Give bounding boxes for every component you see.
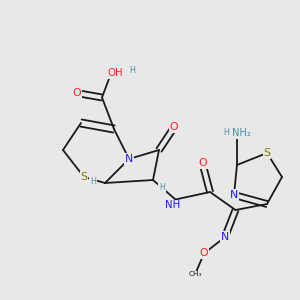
Text: O: O [198, 158, 207, 169]
Text: NH: NH [165, 200, 180, 211]
Text: H: H [159, 183, 165, 192]
Text: H: H [90, 177, 96, 186]
Text: H: H [130, 66, 136, 75]
Text: CH₃: CH₃ [188, 272, 202, 278]
Text: O: O [170, 122, 178, 133]
Text: S: S [263, 148, 271, 158]
Text: O: O [200, 248, 208, 259]
Text: NH₂: NH₂ [232, 128, 251, 139]
Text: OH: OH [108, 68, 123, 79]
Text: N: N [125, 154, 133, 164]
Text: N: N [230, 190, 238, 200]
Text: N: N [221, 232, 229, 242]
Text: H: H [224, 128, 230, 137]
Text: O: O [72, 88, 81, 98]
Text: S: S [80, 172, 88, 182]
